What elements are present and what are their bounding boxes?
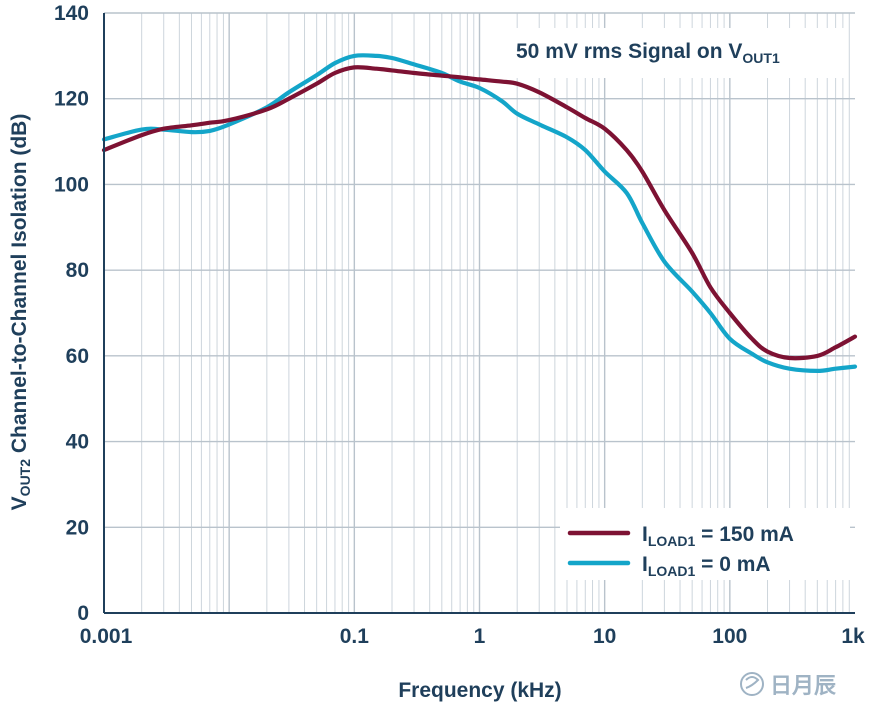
watermark: 日月辰 — [740, 672, 836, 699]
legend-label-rest: = 150 mA — [695, 523, 794, 546]
series-lines — [101, 53, 858, 373]
x-tick-label: 1 — [474, 625, 486, 648]
y-axis-title-rest: Channel-to-Channel Isolation (dB) — [8, 114, 31, 459]
y-tick-label: 60 — [66, 345, 89, 368]
x-tick-label: 0.1 — [340, 625, 370, 648]
y-tick-labels: 0 20 40 60 80 100 120 140 — [54, 2, 89, 625]
annotation-text: 50 mV rms Signal on VOUT1 — [516, 40, 780, 66]
y-tick-label: 0 — [77, 602, 89, 625]
series-line-150ma — [101, 65, 858, 361]
watermark-logo-mark — [745, 676, 760, 689]
x-tick-label: 100 — [712, 625, 747, 648]
y-axis-title-prefix: V — [8, 496, 31, 510]
legend-label-rest: = 0 mA — [695, 553, 770, 576]
x-tick-label: 10 — [593, 625, 616, 648]
y-tick-label: 120 — [54, 88, 89, 111]
y-axis-title-sub: OUT2 — [17, 459, 33, 497]
legend-label-0ma: ILOAD1 = 0 mA — [642, 553, 771, 579]
y-axis-title: VOUT2 Channel-to-Channel Isolation (dB) — [8, 114, 33, 511]
legend-label-sub: LOAD1 — [648, 533, 696, 549]
y-tick-label: 20 — [66, 516, 89, 539]
annotation-box — [500, 28, 845, 78]
axes-frame — [103, 13, 855, 614]
annotation-background — [500, 28, 845, 78]
major-gridlines — [103, 12, 855, 614]
annotation-sub: OUT1 — [742, 50, 780, 66]
y-tick-label: 140 — [54, 2, 89, 25]
legend-label-prefix: I — [642, 553, 648, 576]
y-tick-label: 100 — [54, 173, 89, 196]
y-tick-label: 40 — [66, 431, 89, 454]
x-tick-label: 0.001 — [80, 625, 133, 648]
legend-label-150ma: ILOAD1 = 150 mA — [642, 523, 794, 549]
legend-label-prefix: I — [642, 523, 648, 546]
legend-label-sub: LOAD1 — [648, 563, 696, 579]
x-tick-label: 1k — [841, 625, 865, 648]
x-axis-title: Frequency (kHz) — [398, 679, 561, 702]
annotation-prefix: 50 mV rms Signal on V — [516, 40, 742, 63]
watermark-text: 日月辰 — [770, 674, 836, 699]
y-tick-label: 80 — [66, 259, 89, 282]
legend-background — [560, 508, 850, 580]
x-tick-labels: 0.001 0.1 1 10 100 1k — [80, 625, 865, 648]
watermark-logo-icon — [740, 672, 764, 696]
